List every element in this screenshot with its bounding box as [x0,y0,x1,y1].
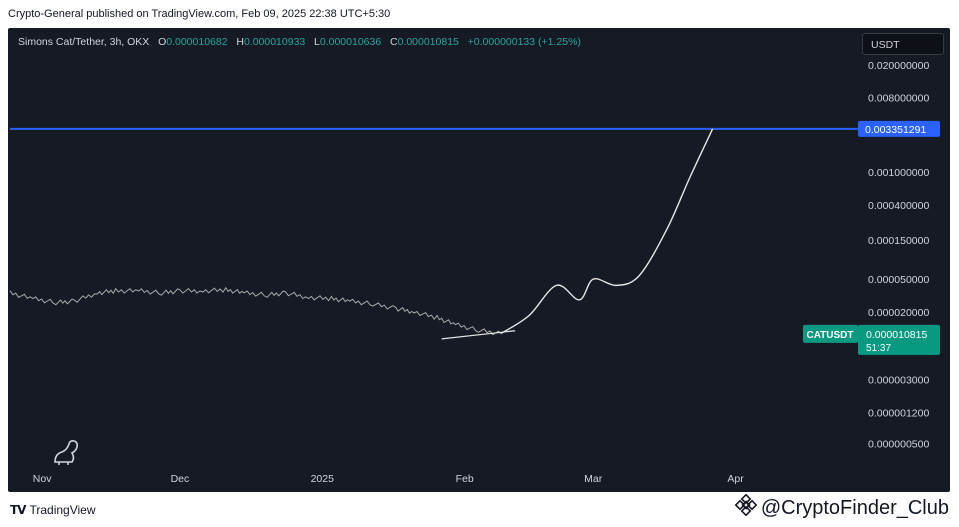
x-axis[interactable]: Nov Dec 2025 Feb Mar Apr [33,473,744,485]
level-price-tag [858,120,940,137]
x-tick-label: Feb [456,473,474,485]
support-trendline[interactable] [441,330,516,340]
legend-close-value: 0.000010815 [397,36,459,48]
y-tick-label: 0.001000000 [868,167,929,179]
legend-high-value: 0.000010933 [243,36,306,48]
symbol-tag [803,324,858,343]
price-tags: 0.003351291 CATUSDT 0.000010815 51:37 [803,120,940,355]
y-tick-label: 0.000150000 [868,235,929,247]
legend-low-label: L [314,36,320,48]
y-tick-label: 0.000400000 [868,200,929,212]
ohlc-legend: Simons Cat/Tether, 3h, OKX O0.000010682 … [18,36,581,48]
publish-line: Crypto-General published on TradingView.… [8,8,391,20]
plot-area [9,127,858,340]
x-tick-label: 2025 [311,473,335,485]
tradingview-mascot-icon [54,440,78,465]
y-tick-label: 0.020000000 [868,60,929,72]
y-tick-label: 0.000001200 [868,407,929,419]
legend-open-value: 0.000010682 [166,36,228,48]
legend-close-label: C [389,36,398,48]
publish-header: Crypto-General published on TradingView.… [0,0,959,28]
tradingview-logo-icon: 𝗧𝗩 [10,503,27,517]
y-tick-label: 0.000050000 [868,274,929,286]
projection-line [501,128,714,334]
legend-high-label: H [236,36,244,48]
y-tick-label: 0.008000000 [868,93,929,105]
chart-panel[interactable] [8,28,950,492]
current-price-label: 0.000010815 [866,329,927,341]
watermark-label: @CryptoFinder_Club [760,496,949,519]
footer-strip [0,492,959,527]
legend-open-label: O [158,36,167,48]
binance-logo-icon [734,493,758,522]
tradingview-brand[interactable]: 𝗧𝗩 TradingView [10,501,96,519]
legend-low-value: 0.000010636 [319,36,382,48]
x-tick-label: Mar [584,473,603,485]
y-axis[interactable]: 0.020000000 0.008000000 0.001000000 0.00040… [868,60,929,451]
price-series-line [9,286,502,336]
y-tick-label: 0.000000500 [868,439,929,451]
y-tick-label: 0.000003000 [868,375,929,387]
tradingview-brand-label: TradingView [29,503,96,517]
watermark: @CryptoFinder_Club [734,493,949,522]
countdown-label: 51:37 [866,343,891,354]
x-tick-label: Apr [727,473,744,485]
y-tick-label: 0.000020000 [868,307,929,319]
legend-symbol: Simons Cat/Tether, 3h, OKX [18,36,150,48]
currency-selector-button[interactable]: USDT [862,33,944,55]
x-tick-label: Dec [171,473,190,485]
level-price-label: 0.003351291 [865,124,926,136]
current-price-tag [858,324,940,355]
symbol-tag-label: CATUSDT [806,330,853,341]
x-tick-label: Nov [33,473,52,485]
legend-change: +0.000000133 (+1.25%) [467,36,581,48]
